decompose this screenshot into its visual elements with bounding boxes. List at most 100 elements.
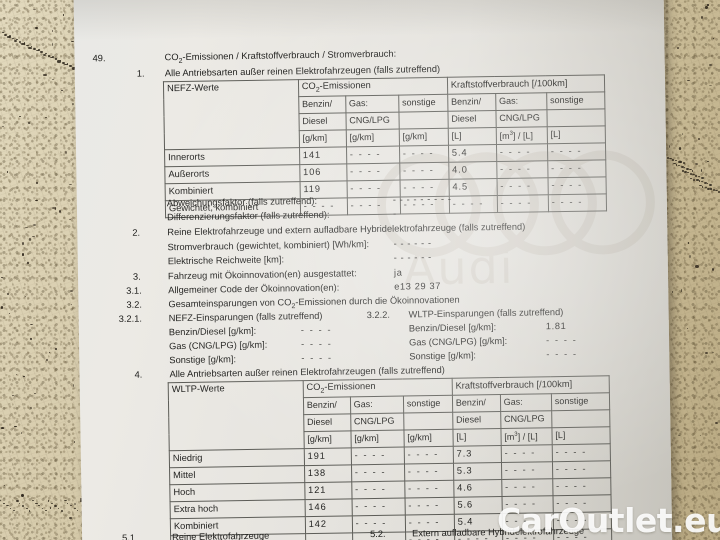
nefz-subheader-2-l2 (398, 111, 448, 130)
nefz-savings-row-0-value: - - - - (300, 324, 333, 336)
wltp-subheader-5-l2 (551, 409, 610, 428)
nefz-corner-label: NEFZ-Werte (163, 79, 300, 150)
wltp-row-4-cell-0: 142 (305, 515, 353, 534)
nefz-subheader-0-l3: [g/km] (298, 129, 347, 148)
item1-number: 1. (136, 68, 145, 79)
wltp-row-2-label: Hoch (169, 482, 305, 502)
item32-number: 3.2. (126, 299, 143, 310)
wltp-table: WLTP-Werte CO2-Emissionen Kraftstoffverbra… (168, 375, 613, 540)
wltp-savings-row-2-label: Sonstige [g/km]: (409, 350, 477, 362)
nefz-subheader-0-l2: Diesel (298, 112, 346, 131)
nefz-subheader-1-l1: Gas: (345, 95, 399, 113)
differenzierungsfaktor-label: Differenzierungsfaktor (falls zutreffend… (167, 209, 330, 223)
wltp-row-2-cell-3: 4.6 (453, 479, 502, 498)
wltp-row-1-cell-3: 5.3 (453, 462, 502, 481)
wltp-row-3-cell-3: 5.6 (453, 496, 503, 515)
wltp-subheader-5-l1: sonstige (551, 392, 610, 411)
stromverbrauch-label: Stromverbrauch (gewichtet, kombiniert) [… (167, 239, 370, 253)
nefz-row-1-cell-4: - - - - (496, 160, 548, 179)
item3-text: Fahrzeug mit Ökoinnovation(en) ausgestat… (167, 268, 357, 282)
wltp-subheader-4-l1: Gas: (500, 393, 552, 412)
item51-text: Reine Elektrofahrzeuge (172, 530, 270, 540)
stromverbrauch-value: - - - - - - (393, 238, 432, 249)
nefz-row-0-label: Innerorts (164, 147, 300, 167)
wltp-row-5-cell-0: - - - - (305, 532, 353, 540)
wltp-row-2-cell-0: 121 (304, 481, 352, 500)
wltp-row-2-cell-1: - - - - (351, 481, 405, 499)
wltp-row-1-cell-0: 138 (304, 464, 352, 483)
item31-number: 3.1. (126, 285, 142, 296)
nefz-row-1-cell-1: - - - - (346, 163, 400, 181)
wltp-savings-row-0-label: Benzin/Diesel [g/km]: (408, 322, 497, 334)
wltp-row-0-label: Niedrig (169, 448, 305, 468)
wltp-row-0-cell-4: - - - - (500, 444, 553, 463)
nefz-subheader-0-l1: Benzin/ (298, 95, 346, 114)
nefz-row-2-cell-3: 4.5 (448, 178, 498, 197)
nefz-row-0-cell-0: 141 (299, 146, 347, 165)
wltp-subheader-5-l3: [L] (551, 426, 611, 445)
wltp-row-2-cell-2: - - - - (404, 480, 454, 499)
item2-text: Reine Elektrofahrzeuge und extern auflad… (167, 221, 526, 238)
wltp-subheader-2-l1: sonstige (403, 395, 453, 414)
wltp-row-1-cell-5: - - - - (552, 460, 611, 479)
section-number: 49. (92, 53, 106, 64)
wltp-subheader-3-l1: Benzin/ (452, 394, 501, 413)
item31-text: Allgemeiner Code der Ökoinnovation(en): (168, 282, 340, 296)
nefz-row-3-cell-4: - - - - (497, 194, 549, 213)
wltp-row-3-cell-5: - - - - (552, 494, 612, 513)
nefz-savings-row-1-label: Gas (CNG/LPG) [g/km]: (169, 339, 268, 352)
wltp-row-3-cell-1: - - - - (351, 498, 406, 516)
wltp-subheader-0-l2: Diesel (303, 413, 351, 432)
wltp-subheader-1-l2: CNG/LPG (350, 413, 404, 431)
wltp-subheader-3-l3: [L] (452, 428, 501, 447)
item31-value: e13 29 37 (394, 280, 442, 292)
nefz-row-3-cell-3: - - - - (449, 195, 498, 214)
wltp-row-1-cell-1: - - - - (351, 464, 405, 482)
nefz-row-1-cell-0: 106 (299, 163, 347, 182)
reichweite-label: Elektrische Reichweite [km]: (167, 254, 285, 267)
vehicle-document-paper: Audi 49. CO2-Emissionen / Kraftstoffverb… (73, 0, 673, 540)
wltp-row-3-label: Extra hoch (170, 499, 306, 519)
wltp-row-1-label: Mittel (169, 465, 305, 485)
nefz-savings-row-1-value: - - - - (301, 338, 333, 350)
nefz-subheader-3-l2: Diesel (447, 110, 496, 129)
item3-number: 3. (132, 271, 141, 282)
nefz-row-1-cell-3: 4.0 (448, 161, 497, 180)
wltp-row-0-cell-3: 7.3 (452, 445, 502, 464)
item3-value: ja (393, 267, 403, 278)
nefz-subheader-1-l2: CNG/LPG (345, 112, 399, 130)
nefz-savings-number: 3.2.1. (118, 313, 143, 324)
wltp-savings-row-2-value: - - - - (546, 348, 578, 360)
nefz-subheader-4-l2: CNG/LPG (495, 109, 547, 128)
wltp-subheader-2-l2 (403, 412, 453, 431)
wltp-row-2-cell-4: - - - - (501, 478, 553, 497)
nefz-savings-title: NEFZ-Einsparungen (falls zutreffend) (168, 310, 323, 324)
nefz-savings-row-2-label: Sonstige [g/km]: (169, 354, 237, 366)
nefz-subheader-1-l3: [g/km] (345, 129, 400, 147)
wltp-row-0-cell-1: - - - - (350, 447, 405, 465)
item4-number: 4. (134, 369, 143, 380)
wltp-subheader-3-l2: Diesel (452, 411, 501, 430)
wltp-row-3-cell-4: - - - - (501, 495, 554, 514)
reichweite-value: - - - - - - (393, 252, 432, 263)
nefz-row-1-cell-5: - - - - (547, 159, 607, 178)
wltp-savings-number: 3.2.2. (366, 309, 390, 321)
wltp-savings-row-1-value: - - - - (545, 334, 578, 346)
nefz-subheader-4-l1: Gas: (495, 92, 547, 111)
nefz-savings-row-2-value: - - - - (301, 352, 333, 364)
nefz-row-0-cell-1: - - - - (346, 146, 400, 164)
nefz-subheader-4-l3: [m3] / [L] (495, 126, 548, 145)
wltp-savings-title: WLTP-Einsparungen (falls zutreffend) (408, 307, 564, 320)
wltp-row-3-cell-2: - - - - (404, 497, 455, 516)
wltp-subheader-1-l3: [g/km] (350, 430, 404, 448)
item52-number: 5.2. (370, 528, 386, 540)
nefz-savings-row-0-label: Benzin/Diesel [g/km]: (168, 325, 257, 338)
wltp-subheader-0-l3: [g/km] (303, 430, 351, 449)
item2-number: 2. (132, 227, 141, 238)
differenzierungsfaktor-value: - (392, 208, 397, 219)
nefz-row-0-cell-3: 5.4 (448, 144, 497, 163)
nefz-row-2-cell-4: - - - - (496, 177, 549, 196)
wltp-row-2-cell-5: - - - - (552, 477, 611, 496)
wltp-row-1-cell-2: - - - - (404, 463, 454, 482)
